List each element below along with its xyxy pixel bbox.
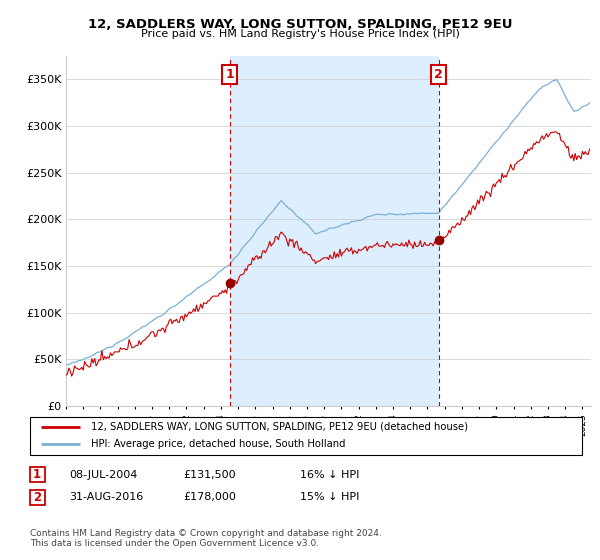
Text: 31-AUG-2016: 31-AUG-2016: [69, 492, 143, 502]
FancyBboxPatch shape: [29, 489, 45, 505]
FancyBboxPatch shape: [29, 467, 45, 483]
Text: 16% ↓ HPI: 16% ↓ HPI: [300, 470, 359, 480]
Text: £131,500: £131,500: [183, 470, 236, 480]
Text: Contains HM Land Registry data © Crown copyright and database right 2024.: Contains HM Land Registry data © Crown c…: [30, 529, 382, 538]
Text: 2: 2: [33, 491, 41, 504]
Bar: [230, 56, 439, 406]
Text: HPI: Average price, detached house, South Holland: HPI: Average price, detached house, Sout…: [91, 440, 345, 450]
Text: 1: 1: [33, 468, 41, 482]
Text: This data is licensed under the Open Government Licence v3.0.: This data is licensed under the Open Gov…: [30, 539, 319, 548]
Text: 12, SADDLERS WAY, LONG SUTTON, SPALDING, PE12 9EU (detached house): 12, SADDLERS WAY, LONG SUTTON, SPALDING,…: [91, 422, 468, 432]
Text: 08-JUL-2004: 08-JUL-2004: [69, 470, 137, 480]
Text: £178,000: £178,000: [183, 492, 236, 502]
Text: 1: 1: [226, 68, 234, 81]
Text: 15% ↓ HPI: 15% ↓ HPI: [300, 492, 359, 502]
Text: Price paid vs. HM Land Registry's House Price Index (HPI): Price paid vs. HM Land Registry's House …: [140, 29, 460, 39]
Text: 12, SADDLERS WAY, LONG SUTTON, SPALDING, PE12 9EU: 12, SADDLERS WAY, LONG SUTTON, SPALDING,…: [88, 18, 512, 31]
Text: 2: 2: [434, 68, 443, 81]
FancyBboxPatch shape: [30, 417, 582, 455]
